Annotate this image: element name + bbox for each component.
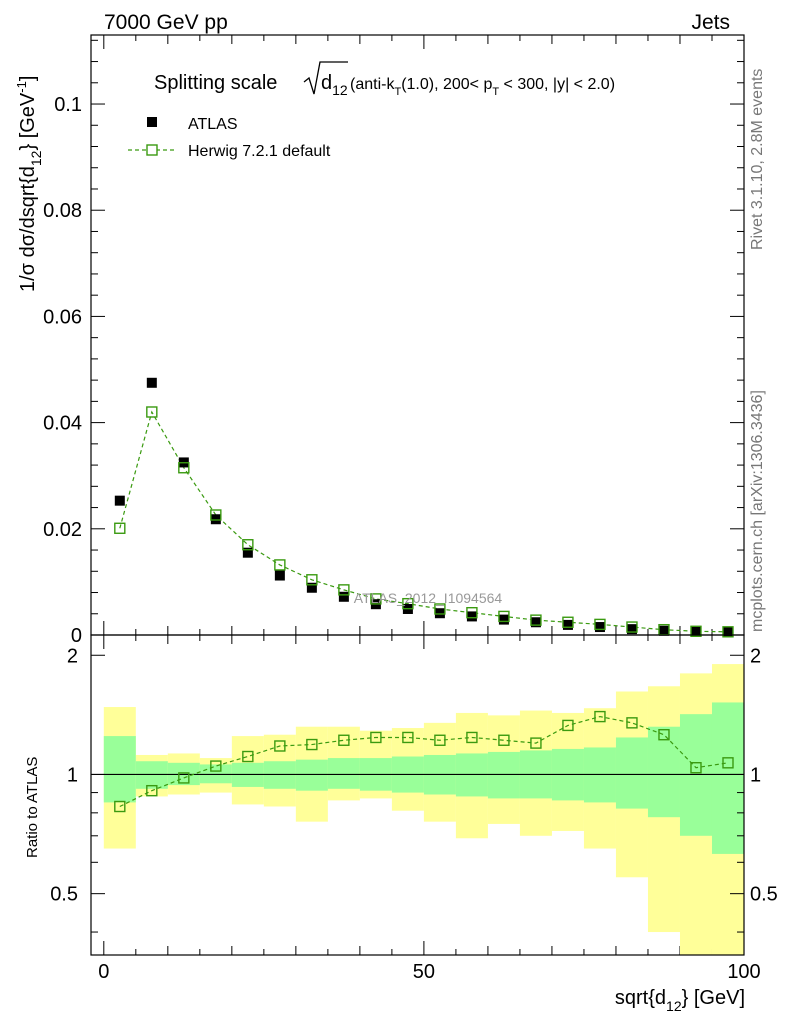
ratio-point [466, 731, 478, 744]
ratio-y-tick-label-right: 2 [750, 645, 761, 667]
atlas-point [306, 582, 317, 593]
ratio-y-tick-label-right: 1 [750, 764, 761, 786]
y-tick-label: 0.02 [43, 519, 82, 541]
header-left: 7000 GeV pp [104, 11, 228, 34]
atlas-point [338, 591, 349, 602]
mc-point [434, 603, 446, 615]
analysis-watermark: ATLAS_2012_I1094564 [354, 590, 503, 606]
y-axis-label-top: 1/σ dσ/dsqrt{d12} [GeV-1] [14, 76, 44, 292]
mc-point [594, 618, 606, 631]
ratio-point [274, 740, 286, 752]
atlas-point [690, 626, 701, 637]
ratio-point [210, 760, 222, 772]
legend-data-marker [147, 117, 157, 127]
y-tick-label: 0.1 [54, 94, 82, 116]
y-tick-label: 0 [71, 625, 82, 647]
ratio-point [498, 734, 510, 746]
band-inner-bin [615, 737, 648, 809]
mc-point [402, 597, 414, 610]
atlas-point [434, 608, 445, 619]
atlas-point [274, 570, 285, 581]
ratio-point [658, 729, 670, 741]
y-tick-label: 0.08 [43, 200, 82, 222]
atlas-point [658, 625, 669, 636]
mc-point [562, 616, 574, 628]
atlas-point [146, 377, 157, 388]
ratio-y-tick-label-right: 0.5 [750, 884, 778, 906]
plot-title-cuts: (anti-kT(1.0), 200< pT < 300, |y| < 2.0) [350, 76, 615, 98]
header-right: Jets [691, 11, 730, 34]
ratio-y-tick-label-left: 2 [67, 645, 78, 667]
sqrt-symbol [303, 61, 348, 95]
atlas-point [466, 611, 477, 622]
ratio-y-tick-label-left: 1 [67, 764, 78, 786]
ratio-point [562, 719, 574, 732]
band-inner-bin [487, 751, 520, 799]
ratio-point [114, 800, 126, 813]
mc-point [626, 621, 638, 633]
y-axis-label-bottom: Ratio to ATLAS [24, 757, 41, 858]
band-inner-bin [103, 736, 136, 803]
mc-point [466, 606, 478, 619]
mc-point [178, 462, 190, 474]
ratio-point [722, 757, 734, 769]
band-inner-bin [295, 759, 328, 791]
atlas-point [210, 514, 221, 525]
x-tick-label: 100 [727, 961, 760, 983]
mc-point [306, 574, 318, 586]
atlas-point [722, 627, 733, 638]
atlas-point [114, 495, 125, 506]
atlas-point [562, 619, 573, 630]
ratio-point [690, 762, 702, 774]
atlas-point [242, 547, 253, 558]
ratio-point [530, 737, 542, 749]
mc-point [210, 509, 222, 521]
mc-point [530, 614, 542, 626]
ratio-y-tick-label-left: 0.5 [50, 884, 78, 906]
rivet-label: Rivet 3.1.10, 2.8M events [749, 69, 766, 250]
mc-point [722, 626, 734, 638]
mc-point [338, 584, 350, 596]
y-tick-label: 0.04 [43, 413, 82, 435]
mc-point [274, 559, 286, 571]
mc-point [242, 539, 254, 551]
ratio-plot: 0 50 100 0.5 0.5 1 1 2 2 [50, 634, 778, 983]
y-tick-label: 0.06 [43, 306, 82, 328]
x-axis-label: sqrt{d12} [GeV] [615, 987, 745, 1014]
mc-point [114, 522, 126, 534]
mc-point [690, 625, 702, 637]
band-inner-bin [327, 758, 360, 789]
x-tick-label: 0 [98, 961, 109, 983]
mc-point [146, 406, 158, 418]
ratio-point [306, 738, 318, 751]
ratio-point [178, 772, 190, 784]
atlas-point [626, 624, 637, 635]
ratio-point [370, 731, 382, 744]
ratio-point [434, 734, 446, 746]
mc-point [498, 610, 510, 623]
legend-mc-label: Herwig 7.2.1 default [188, 143, 331, 160]
bottom-frame [90, 634, 745, 956]
ratio-point [242, 750, 254, 763]
ratio-point [338, 734, 350, 746]
legend-data-label: ATLAS [188, 116, 238, 133]
atlas-point [498, 614, 509, 625]
legend-mc-marker [146, 144, 158, 156]
ratio-point [626, 717, 638, 729]
atlas-point [594, 622, 605, 633]
atlas-point [530, 617, 541, 628]
x-tick-label: 50 [413, 961, 435, 983]
plot-title: Splitting scale [154, 72, 277, 94]
ratio-point [402, 731, 414, 744]
mcplots-label: mcplots.cern.ch [arXiv:1306.3436] [749, 390, 766, 632]
ratio-point [594, 710, 606, 723]
plot-title-root: d12 [321, 72, 348, 98]
band-inner-bin [647, 726, 680, 818]
mc-point [370, 593, 382, 605]
band-inner-bin [711, 702, 744, 854]
ratio-point [146, 784, 158, 797]
